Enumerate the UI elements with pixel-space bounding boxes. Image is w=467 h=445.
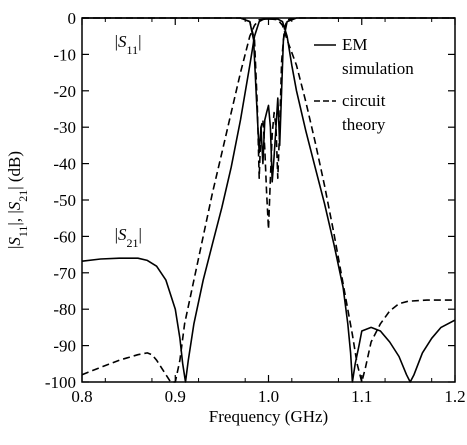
legend-label: circuit <box>342 91 386 110</box>
y-tick-label: -80 <box>53 300 76 319</box>
series-line-3 <box>82 17 455 183</box>
y-tick-label: -50 <box>53 191 76 210</box>
y-tick-label: -70 <box>53 264 76 283</box>
legend: EM simulation circuit theory <box>314 35 414 134</box>
plot-area <box>82 17 455 383</box>
curve-annotations: |S11| |S21| <box>115 32 142 250</box>
x-tick-label: 1.1 <box>351 387 372 406</box>
y-tick-label: -60 <box>53 227 76 246</box>
y-tick-label: -30 <box>53 118 76 137</box>
annotation-s11: |S11| <box>115 32 142 57</box>
x-tick-label: 1.2 <box>444 387 465 406</box>
x-tick-label: 0.9 <box>165 387 186 406</box>
y-tick-label: -100 <box>45 373 76 392</box>
legend-label: theory <box>342 115 386 134</box>
y-tick-label: -20 <box>53 82 76 101</box>
y-tick-label: -10 <box>53 45 76 64</box>
series-line-2 <box>82 17 455 383</box>
series-line-4 <box>82 17 455 230</box>
legend-label: simulation <box>342 59 414 78</box>
x-tick-label: 0.8 <box>71 387 92 406</box>
x-tick-label: 1.0 <box>258 387 279 406</box>
x-axis-label: Frequency (GHz) <box>209 407 328 426</box>
annotation-s21: |S21| <box>115 225 142 250</box>
y-tick-label: -90 <box>53 337 76 356</box>
y-tick-label: -40 <box>53 155 76 174</box>
legend-label: EM <box>342 35 368 54</box>
y-axis: 0 -10 -20 -30 -40 -50 -60 -70 -80 -90 -100 <box>45 9 455 392</box>
y-tick-label: 0 <box>68 9 77 28</box>
y-axis-label: |S11|, |S21| (dB) <box>5 151 30 249</box>
x-axis: 0.8 0.9 1.0 1.1 1.2 <box>71 18 466 406</box>
